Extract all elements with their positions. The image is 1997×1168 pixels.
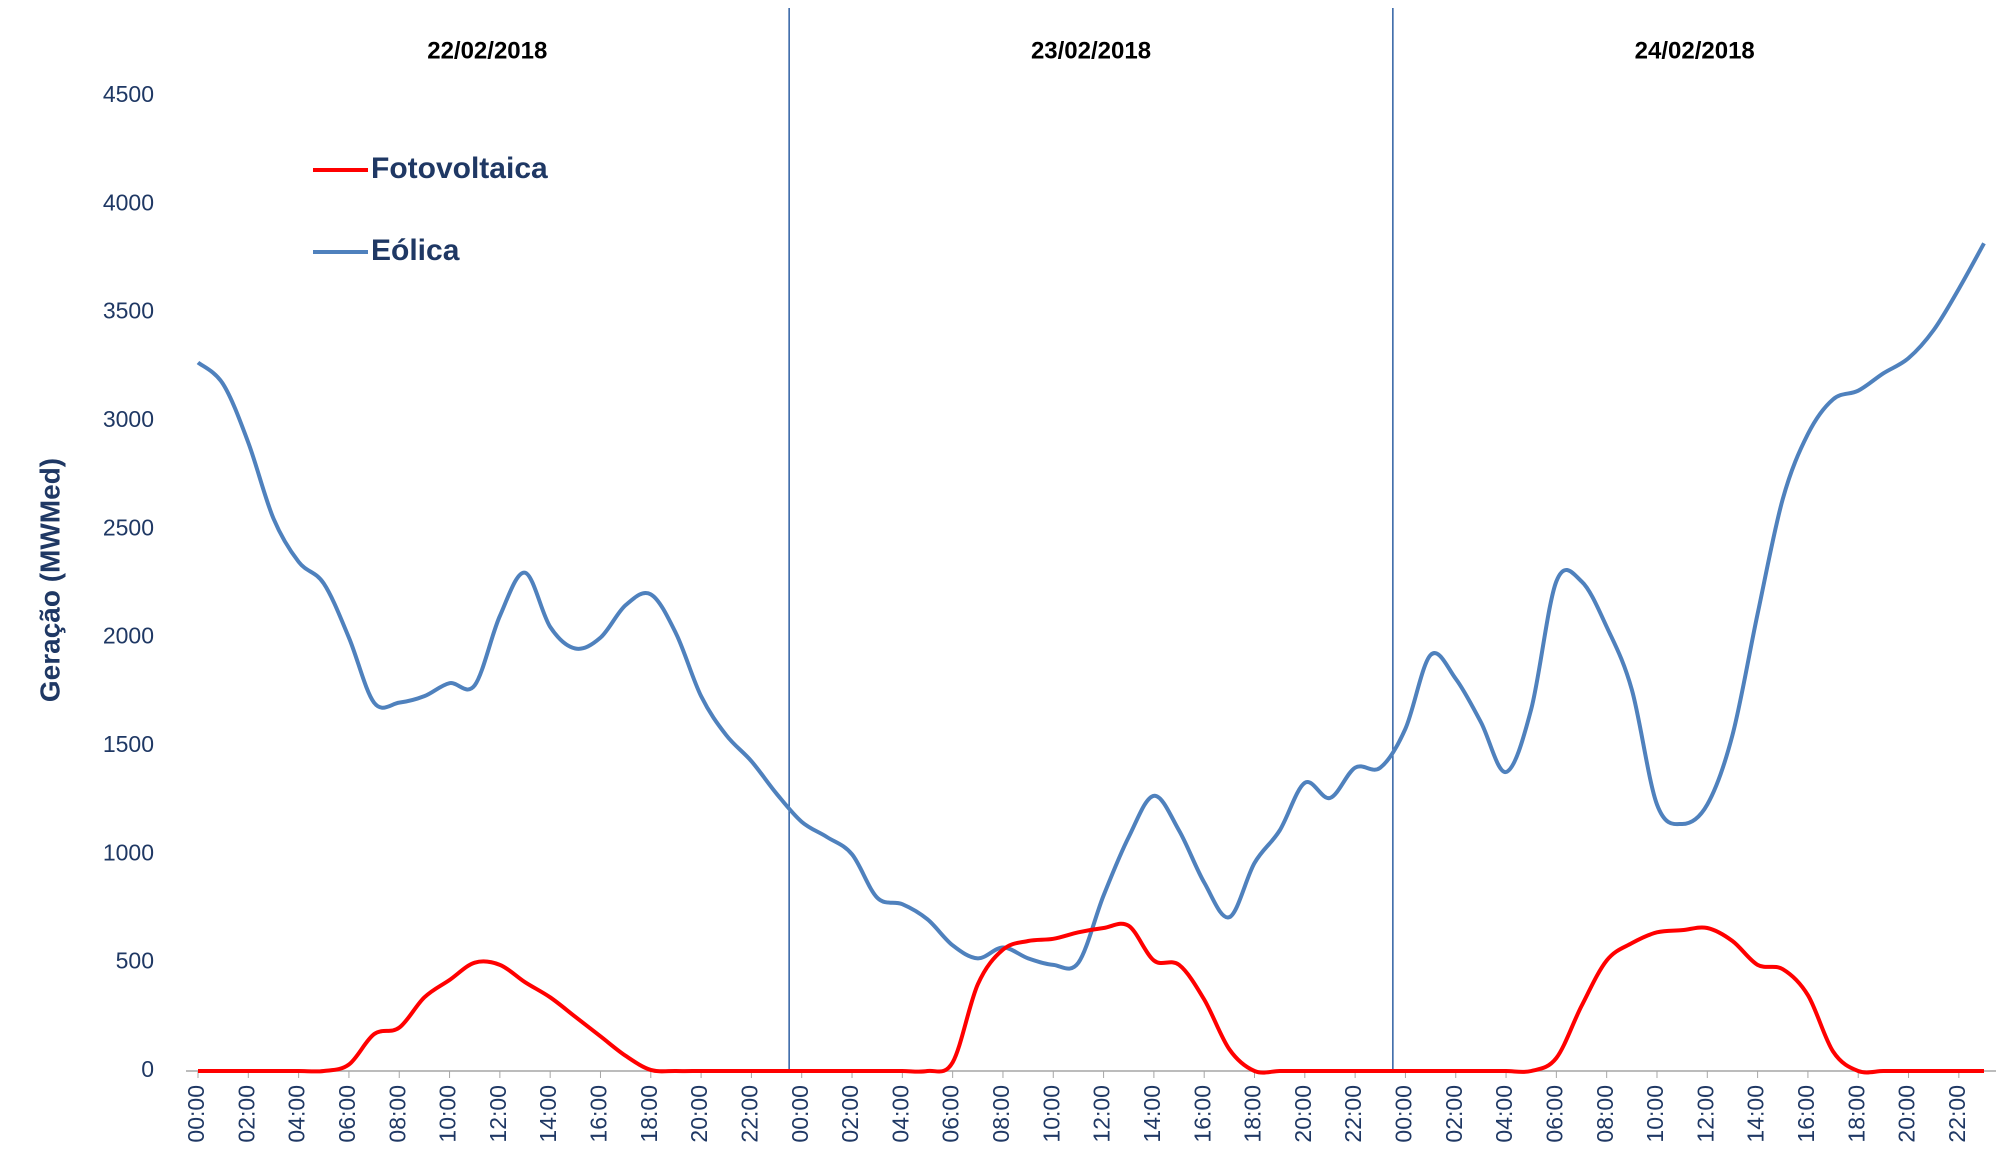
x-tick-label: 00:00 bbox=[787, 1085, 813, 1143]
x-tick-label: 00:00 bbox=[183, 1085, 209, 1143]
y-tick-label: 1500 bbox=[103, 731, 154, 757]
x-tick-label: 04:00 bbox=[284, 1085, 310, 1143]
x-tick-label: 16:00 bbox=[1793, 1085, 1819, 1143]
x-tick-label: 06:00 bbox=[334, 1085, 360, 1143]
x-tick-label: 16:00 bbox=[586, 1085, 612, 1143]
x-tick-label: 06:00 bbox=[1541, 1085, 1567, 1143]
y-tick-label: 4000 bbox=[103, 189, 154, 215]
date-label: 24/02/2018 bbox=[1635, 37, 1755, 64]
x-tick-label: 20:00 bbox=[1290, 1085, 1316, 1143]
x-tick-label: 08:00 bbox=[384, 1085, 410, 1143]
y-tick-label: 3000 bbox=[103, 406, 154, 432]
x-tick-label: 04:00 bbox=[887, 1085, 913, 1143]
x-tick-label: 00:00 bbox=[1391, 1085, 1417, 1143]
x-tick-label: 10:00 bbox=[1642, 1085, 1668, 1143]
y-tick-label: 3500 bbox=[103, 298, 154, 324]
x-tick-label: 04:00 bbox=[1491, 1085, 1517, 1143]
y-tick-label: 500 bbox=[116, 948, 154, 974]
legend-label: Eólica bbox=[371, 234, 460, 267]
x-tick-label: 12:00 bbox=[485, 1085, 511, 1143]
x-tick-label: 10:00 bbox=[435, 1085, 461, 1143]
legend-label: Fotovoltaica bbox=[371, 152, 548, 185]
x-tick-label: 02:00 bbox=[233, 1085, 259, 1143]
y-axis-title: Geração (MWMed) bbox=[34, 458, 65, 702]
x-tick-label: 22:00 bbox=[1340, 1085, 1366, 1143]
date-label: 22/02/2018 bbox=[427, 37, 547, 64]
x-tick-label: 08:00 bbox=[988, 1085, 1014, 1143]
x-tick-label: 14:00 bbox=[535, 1085, 561, 1143]
x-tick-label: 02:00 bbox=[837, 1085, 863, 1143]
x-tick-label: 14:00 bbox=[1743, 1085, 1769, 1143]
y-tick-label: 4500 bbox=[103, 81, 154, 107]
x-tick-label: 18:00 bbox=[1843, 1085, 1869, 1143]
x-tick-label: 06:00 bbox=[938, 1085, 964, 1143]
series-line bbox=[198, 921, 1984, 1075]
x-tick-label: 22:00 bbox=[1944, 1085, 1970, 1143]
x-tick-label: 14:00 bbox=[1139, 1085, 1165, 1143]
x-tick-label: 12:00 bbox=[1089, 1085, 1115, 1143]
x-tick-label: 10:00 bbox=[1038, 1085, 1064, 1143]
x-tick-label: 18:00 bbox=[1240, 1085, 1266, 1143]
x-tick-label: 02:00 bbox=[1441, 1085, 1467, 1143]
date-label: 23/02/2018 bbox=[1031, 37, 1151, 64]
y-tick-label: 0 bbox=[141, 1056, 154, 1082]
y-tick-label: 2500 bbox=[103, 514, 154, 540]
x-tick-label: 16:00 bbox=[1189, 1085, 1215, 1143]
x-tick-label: 20:00 bbox=[1894, 1085, 1920, 1143]
y-tick-label: 1000 bbox=[103, 839, 154, 865]
x-tick-label: 18:00 bbox=[636, 1085, 662, 1143]
x-tick-label: 22:00 bbox=[736, 1085, 762, 1143]
x-tick-label: 20:00 bbox=[686, 1085, 712, 1143]
x-tick-label: 12:00 bbox=[1692, 1085, 1718, 1143]
x-tick-label: 08:00 bbox=[1592, 1085, 1618, 1143]
series-line bbox=[196, 242, 1986, 971]
y-tick-label: 2000 bbox=[103, 623, 154, 649]
